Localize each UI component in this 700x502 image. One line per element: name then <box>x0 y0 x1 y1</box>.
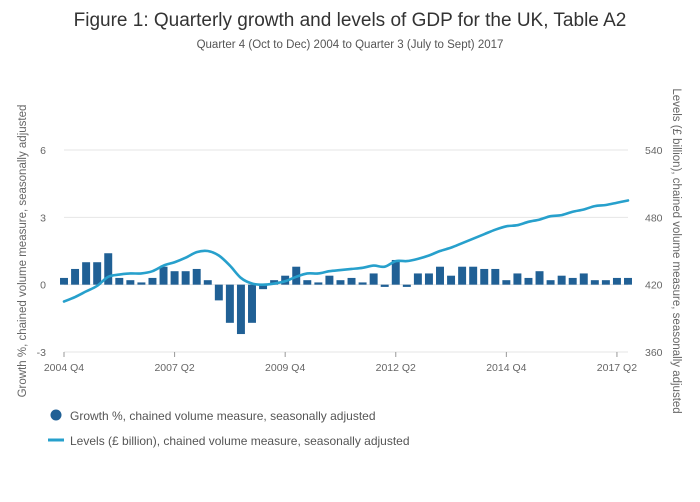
legend-growth-label: Growth %, chained volume measure, season… <box>70 409 376 423</box>
legend-growth-marker-icon <box>50 409 62 421</box>
x-tick-label: 2012 Q2 <box>376 362 416 374</box>
legend: Growth %, chained volume measure, season… <box>48 409 410 448</box>
growth-bar[interactable] <box>181 271 190 285</box>
y-right-tick-label: 480 <box>645 212 663 224</box>
growth-bar[interactable] <box>203 280 212 285</box>
growth-bar[interactable] <box>447 275 456 285</box>
growth-bar[interactable] <box>612 277 621 285</box>
growth-bar[interactable] <box>126 280 135 285</box>
growth-bar[interactable] <box>590 280 599 285</box>
growth-bar[interactable] <box>314 282 323 285</box>
growth-bar[interactable] <box>60 277 68 285</box>
ticks-layer: -3 0 3 6 360 420 480 540 2004 Q4 2007 Q2 2009 Q4 20… <box>37 145 663 374</box>
legend-item-levels[interactable]: Levels (£ billion), chained volume measu… <box>48 434 410 448</box>
grid-layer <box>64 149 628 353</box>
growth-bar[interactable] <box>436 266 444 285</box>
growth-bar[interactable] <box>170 271 179 285</box>
line-layer <box>62 199 630 303</box>
x-tick-label: 2004 Q4 <box>44 362 84 374</box>
growth-bar[interactable] <box>259 284 268 290</box>
y-axis-right-label: Levels (£ billion), chained volume measu… <box>670 88 682 413</box>
growth-bar[interactable] <box>82 262 91 285</box>
growth-bar[interactable] <box>624 277 632 285</box>
growth-bar[interactable] <box>601 280 610 285</box>
growth-bar[interactable] <box>93 262 102 285</box>
x-tick-label: 2009 Q4 <box>265 362 305 374</box>
growth-bar[interactable] <box>380 284 389 287</box>
growth-bar[interactable] <box>325 275 334 285</box>
y-left-tick-label: 3 <box>40 212 46 224</box>
y-right-tick-label: 360 <box>645 347 663 359</box>
growth-bar[interactable] <box>458 266 467 285</box>
growth-bar[interactable] <box>513 273 522 285</box>
growth-bar[interactable] <box>402 284 411 287</box>
chart-subtitle: Quarter 4 (Oct to Dec) 2004 to Quarter 3… <box>197 39 504 51</box>
growth-bar[interactable] <box>491 268 500 285</box>
y-left-tick-label: -3 <box>37 347 46 359</box>
legend-levels-label: Levels (£ billion), chained volume measu… <box>70 434 410 448</box>
y-right-tick-label: 420 <box>645 280 663 292</box>
growth-bar[interactable] <box>369 273 378 285</box>
growth-bar[interactable] <box>225 284 234 323</box>
growth-bar[interactable] <box>358 282 367 285</box>
growth-bar[interactable] <box>568 277 577 285</box>
growth-bar[interactable] <box>546 280 555 285</box>
y-left-tick-label: 6 <box>40 145 46 157</box>
legend-item-growth[interactable]: Growth %, chained volume measure, season… <box>50 409 376 423</box>
growth-bar[interactable] <box>424 273 433 285</box>
growth-bar[interactable] <box>236 284 245 335</box>
growth-bar[interactable] <box>214 284 223 301</box>
growth-bar[interactable] <box>71 268 80 285</box>
growth-bar[interactable] <box>579 273 588 285</box>
y-right-tick-label: 540 <box>645 145 663 157</box>
x-tick-label: 2007 Q2 <box>154 362 194 374</box>
growth-bar[interactable] <box>115 277 124 285</box>
growth-bar[interactable] <box>469 266 478 285</box>
x-tick-label: 2017 Q2 <box>597 362 637 374</box>
growth-bar[interactable] <box>557 275 566 285</box>
growth-bar[interactable] <box>391 259 400 285</box>
x-tick-label: 2014 Q4 <box>486 362 526 374</box>
growth-bar[interactable] <box>336 280 345 285</box>
growth-bar[interactable] <box>148 277 157 285</box>
growth-bar[interactable] <box>413 273 422 285</box>
growth-bar[interactable] <box>347 277 356 285</box>
growth-bar[interactable] <box>480 268 489 285</box>
growth-bar[interactable] <box>248 284 256 323</box>
y-axis-left-label: Growth %, chained volume measure, season… <box>17 105 29 398</box>
levels-line[interactable] <box>62 199 630 303</box>
y-left-tick-label: 0 <box>40 280 46 292</box>
bars-layer <box>60 253 632 335</box>
growth-bar[interactable] <box>159 266 168 285</box>
growth-bar[interactable] <box>524 277 533 285</box>
growth-bar[interactable] <box>535 271 544 285</box>
growth-bar[interactable] <box>104 253 113 285</box>
growth-bar[interactable] <box>502 280 511 285</box>
growth-bar[interactable] <box>192 268 201 285</box>
growth-bar[interactable] <box>137 282 146 285</box>
chart-title: Figure 1: Quarterly growth and levels of… <box>74 10 627 31</box>
growth-bar[interactable] <box>303 280 312 285</box>
